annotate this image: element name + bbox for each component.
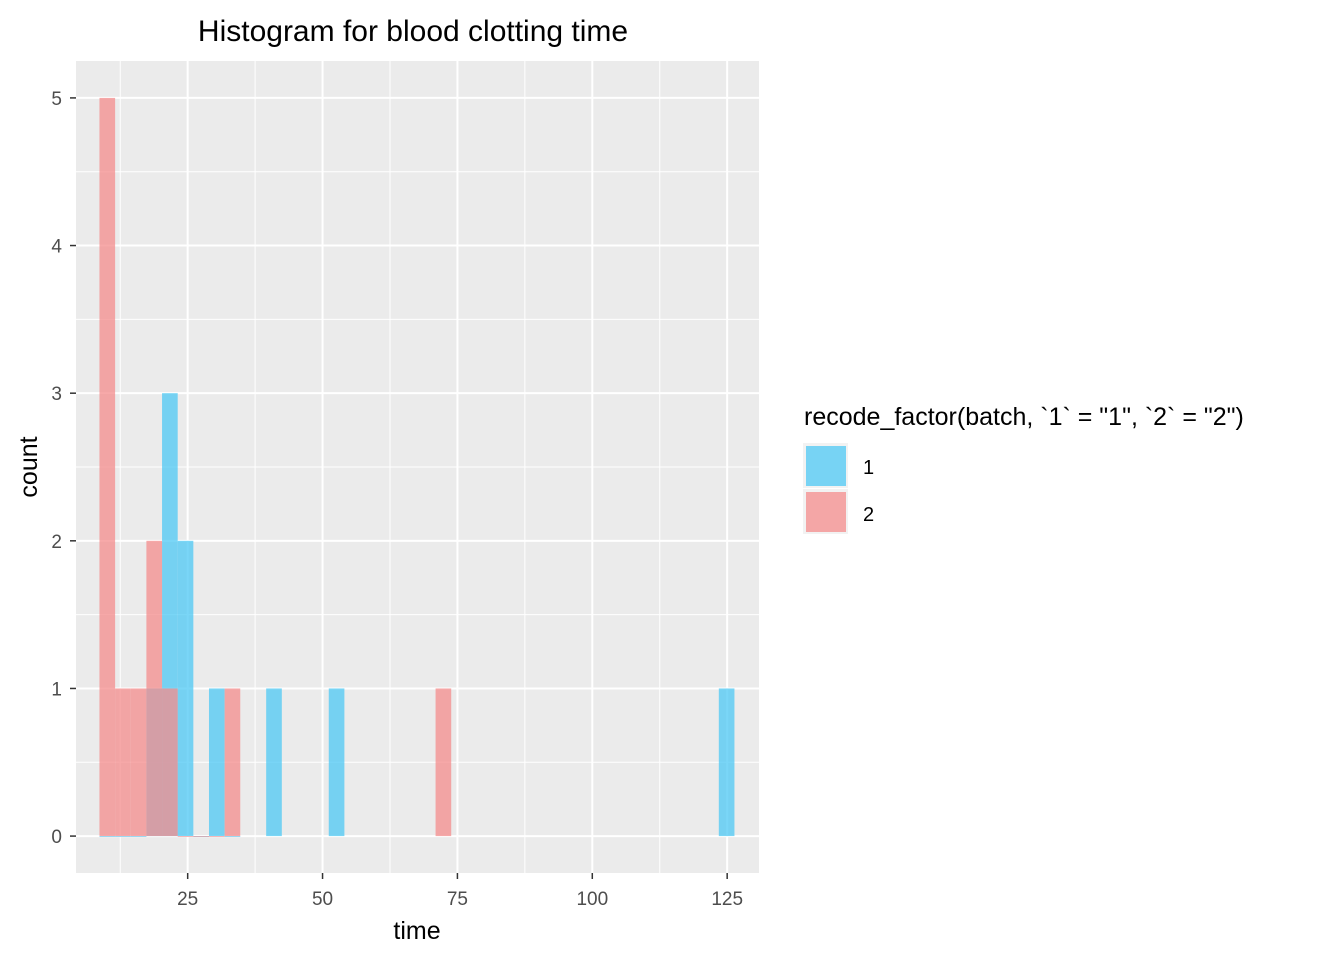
x-tick-label: 75: [447, 889, 468, 910]
histogram-bar: [266, 688, 282, 837]
histogram-bar: [115, 836, 131, 837]
histogram-bar: [328, 688, 345, 837]
x-tick-label: 100: [576, 889, 608, 910]
y-tick-label: 5: [51, 89, 62, 110]
histogram-bar: [208, 836, 225, 837]
histogram-bar: [224, 836, 241, 837]
legend-label-2: 2: [863, 504, 874, 526]
legend-title: recode_factor(batch, `1` = "1", `2` = "2…: [804, 403, 1244, 431]
histogram-bar: [162, 688, 178, 837]
histogram-bar: [99, 836, 116, 837]
histogram-bar: [718, 688, 735, 837]
legend: recode_factor(batch, `1` = "1", `2` = "2…: [803, 403, 1244, 534]
y-tick-label: 0: [51, 827, 62, 848]
x-tick-label: 125: [711, 889, 743, 910]
histogram-bar: [115, 688, 131, 837]
histogram-bar: [130, 688, 147, 837]
y-tick-label: 3: [51, 384, 62, 405]
series-2-bars: [99, 97, 452, 837]
histogram-bar: [177, 836, 194, 837]
chart-title: Histogram for blood clotting time: [198, 15, 628, 48]
x-tick-label: 50: [312, 889, 333, 910]
legend-swatch-1: [806, 446, 846, 486]
y-axis-title: count: [15, 436, 43, 497]
plot-panel: [76, 61, 759, 873]
y-tick-label: 2: [51, 532, 62, 553]
x-axis-title: time: [393, 917, 440, 945]
histogram-bar: [435, 688, 452, 837]
y-axis: 0 1 2 3 4 5: [51, 89, 76, 848]
y-tick-label: 4: [51, 237, 62, 258]
x-tick-label: 25: [177, 889, 198, 910]
legend-swatch-2: [806, 492, 846, 532]
histogram-bar: [130, 836, 147, 837]
histogram-bar: [208, 688, 225, 837]
minor-gridlines: [76, 61, 759, 873]
histogram-bar: [224, 688, 241, 837]
y-tick-label: 1: [51, 679, 62, 700]
histogram-bar: [177, 540, 194, 837]
histogram-bar: [193, 836, 209, 837]
x-axis: 25 50 75 100 125: [177, 873, 743, 910]
histogram-bar: [99, 97, 116, 837]
legend-label-1: 1: [863, 457, 874, 479]
histogram-bar: [146, 540, 163, 837]
